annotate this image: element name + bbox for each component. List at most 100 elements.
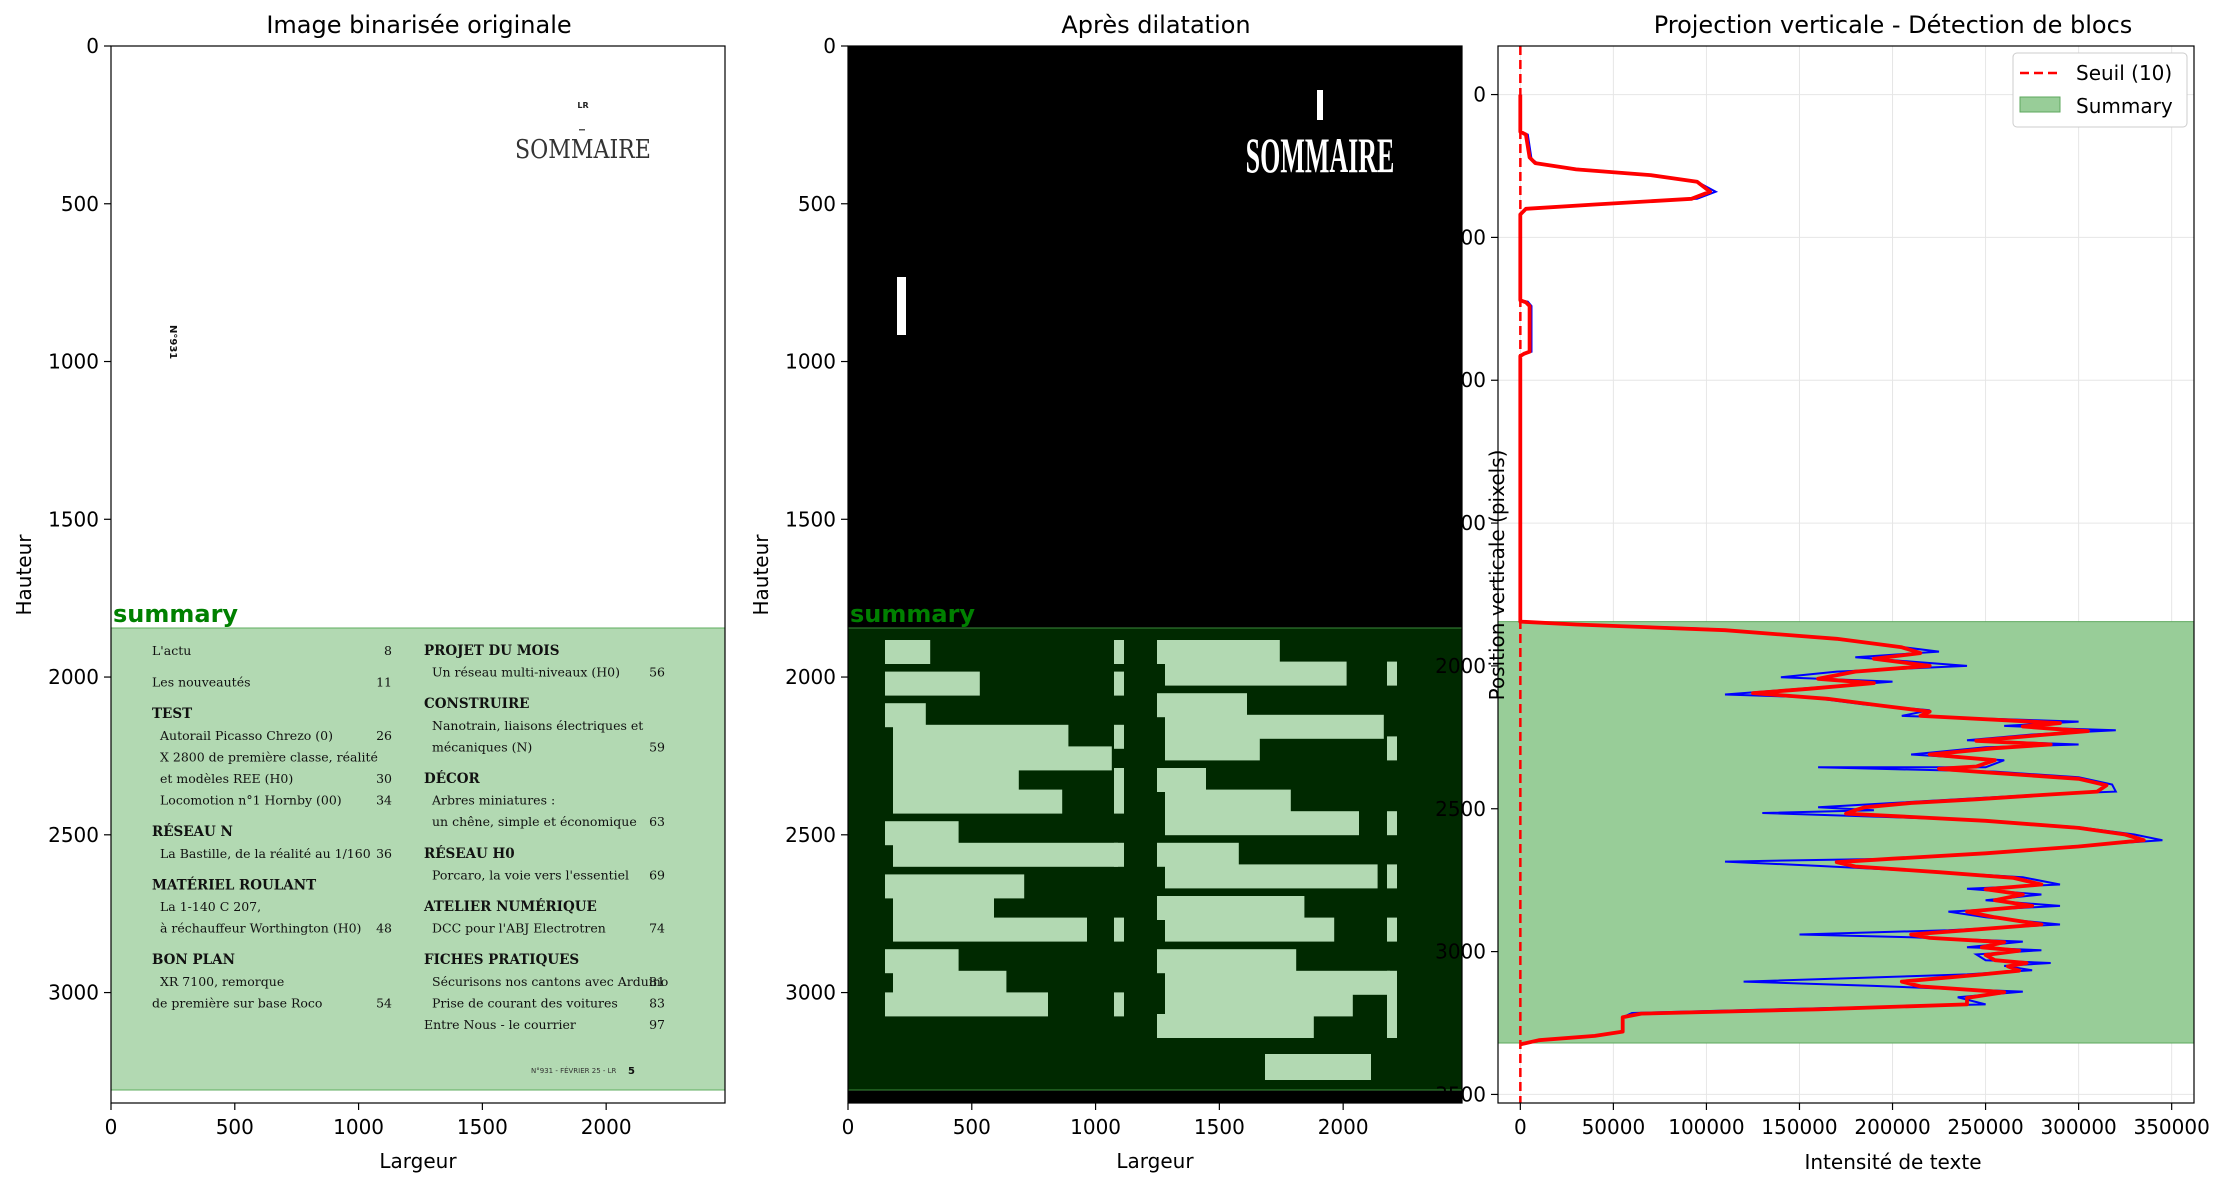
dilated-left-line-blob xyxy=(893,724,1069,749)
dilated-left-page-blob xyxy=(1114,992,1124,1017)
toc-left-page-number: 11 xyxy=(376,675,392,690)
toc-right-heading: DÉCOR xyxy=(424,771,481,787)
dilated-right-line-blob xyxy=(1157,1014,1314,1038)
panel-dilated-x-axis: 0 500 1000 1500 2000 xyxy=(842,1103,1369,1139)
panel-projection-y-axis: 0 500 1000 1500 2000 2500 3000 3500 xyxy=(1435,83,1498,1106)
toc-right-page-number: 74 xyxy=(649,921,665,936)
panel-dilated-title: Après dilatation xyxy=(1061,11,1250,39)
toc-right-column: PROJET DU MOIS Un réseau multi-niveaux (H… xyxy=(423,643,668,1032)
dilated-right-line-blob xyxy=(1165,917,1335,942)
panel-dilated-ylabel: Hauteur xyxy=(749,534,773,616)
panel-dilated-y-tick-label: 3000 xyxy=(785,981,836,1005)
panel-original-x-tick-label: 0 xyxy=(105,1115,118,1139)
toc-right-entry: DCC pour l'ABJ Electrotren xyxy=(432,921,606,936)
dilated-right-line-blob xyxy=(1157,949,1297,974)
panel-projection: Projection verticale - Détection de bloc… xyxy=(1435,11,2210,1174)
dilated-left-page-blob xyxy=(1114,724,1124,749)
dilated-left-page-blob xyxy=(1114,640,1124,664)
dilated-right-line-blob xyxy=(1165,789,1291,814)
panel-original-x-tick-label: 1000 xyxy=(333,1115,384,1139)
panel-dilated-y-tick-label: 0 xyxy=(823,34,836,58)
projection-y-tick-label: 2000 xyxy=(1435,654,1486,678)
toc-left-heading: MATÉRIEL ROULANT xyxy=(152,877,316,893)
projection-x-tick-label: 200000 xyxy=(1854,1115,1930,1139)
projection-x-tick-label: 0 xyxy=(1514,1115,1527,1139)
dilated-left-line-blob xyxy=(893,842,1118,867)
dilated-left-line-blob xyxy=(885,640,931,664)
dilated-right-page-blob xyxy=(1387,970,1397,995)
dilated-left-page-blob xyxy=(1114,789,1124,814)
panel-dilated-y-axis: 0 500 1000 1500 2000 2500 3000 xyxy=(785,34,848,1005)
toc-right-page-number: 69 xyxy=(649,867,665,882)
panel-original-y-tick-label: 2000 xyxy=(48,665,99,689)
dilated-right-line-blob xyxy=(1157,768,1206,792)
doc-masthead: LR xyxy=(577,101,588,110)
toc-left-page-number: 36 xyxy=(376,846,392,861)
projection-x-tick-label: 50000 xyxy=(1582,1115,1646,1139)
dilated-left-line-blob xyxy=(893,917,1087,942)
dilated-left-line-blob xyxy=(893,768,1019,792)
panel-dilated-y-tick-label: 500 xyxy=(798,192,836,216)
dilated-right-line-blob xyxy=(1157,842,1239,867)
panel-projection-ylabel: Position verticale (pixels) xyxy=(1485,450,1509,701)
toc-right-page-number: 56 xyxy=(649,665,665,680)
toc-left-column: L'actu 8 Les nouveautés 11 TEST Autorail Pica… xyxy=(152,643,392,1010)
panel-original-y-tick-label: 500 xyxy=(61,192,99,216)
toc-left-page-number: 8 xyxy=(384,643,392,658)
doc-title: SOMMAIRE xyxy=(515,134,651,164)
toc-right-entry: Porcaro, la voie vers l'essentiel xyxy=(432,867,629,882)
toc-left-heading: RÉSEAU N xyxy=(152,824,233,840)
projection-y-tick-label: 3500 xyxy=(1435,1082,1486,1106)
toc-right-entry: Nanotrain, liaisons électriques et xyxy=(432,718,643,733)
panel-dilated-y-tick-label: 1000 xyxy=(785,350,836,374)
dilated-right-page-blob xyxy=(1387,736,1397,761)
dilated-left-line-blob xyxy=(885,703,926,728)
panel-dilated-x-tick-label: 1500 xyxy=(1194,1115,1245,1139)
dilated-blob-issue xyxy=(897,277,906,335)
toc-left-entry: Autorail Picasso Chrezo (0) xyxy=(159,728,333,743)
projection-x-tick-label: 150000 xyxy=(1761,1115,1837,1139)
toc-right-page-number: 59 xyxy=(649,739,665,754)
panel-dilated: Après dilatation SOMMAIRE summary 0 500 10… xyxy=(749,11,1463,1173)
panel-original-y-tick-label: 0 xyxy=(86,34,99,58)
dilated-right-line-blob xyxy=(1157,896,1305,920)
toc-right-page-number: 97 xyxy=(649,1017,665,1032)
dilated-left-line-blob xyxy=(893,896,994,920)
dilated-right-page-blob xyxy=(1387,661,1397,686)
projection-y-tick-label: 500 xyxy=(1448,225,1486,249)
toc-left-heading: TEST xyxy=(152,706,192,722)
dilated-left-line-blob xyxy=(885,671,980,696)
toc-right-heading: ATELIER NUMÉRIQUE xyxy=(423,899,597,915)
toc-left-entry: Locomotion n°1 Hornby (00) xyxy=(160,793,342,808)
projection-y-tick-label: 3000 xyxy=(1435,940,1486,964)
panel-dilated-y-tick-label: 2000 xyxy=(785,665,836,689)
toc-right-entry: Sécurisons nos cantons avec Arduino xyxy=(432,974,668,989)
dilated-right-line-blob xyxy=(1165,811,1359,836)
toc-left-page-number: 30 xyxy=(376,771,392,786)
toc-right-page-number: 63 xyxy=(649,814,665,829)
projection-x-tick-label: 100000 xyxy=(1668,1115,1744,1139)
toc-right-entry: Prise de courant des voitures xyxy=(432,995,618,1010)
panel-dilated-y-tick-label: 1500 xyxy=(785,507,836,531)
dilated-left-line-blob xyxy=(885,874,1025,899)
panel-original-y-tick-label: 2500 xyxy=(48,823,99,847)
dilated-region-label: summary xyxy=(850,600,975,628)
legend-threshold-label: Seuil (10) xyxy=(2076,61,2172,85)
dilated-left-page-blob xyxy=(1114,768,1124,792)
panel-dilated-x-tick-label: 2000 xyxy=(1318,1115,1369,1139)
panel-original-x-tick-label: 500 xyxy=(216,1115,254,1139)
dilated-left-page-blob xyxy=(1114,917,1124,942)
dilated-left-page-blob xyxy=(1114,671,1124,696)
dilated-right-line-blob xyxy=(1165,661,1347,686)
panel-projection-frame xyxy=(1497,45,2195,1104)
toc-right-heading: RÉSEAU H0 xyxy=(424,846,515,862)
projection-x-tick-label: 250000 xyxy=(1947,1115,2023,1139)
toc-left-entry: Les nouveautés xyxy=(152,675,251,690)
dilated-right-line-blob xyxy=(1165,864,1378,889)
dilated-right-page-blob xyxy=(1387,864,1397,889)
toc-right-page-number: 83 xyxy=(649,995,665,1010)
panel-dilated-xlabel: Largeur xyxy=(1116,1149,1194,1173)
panel-original-x-tick-label: 1500 xyxy=(457,1115,508,1139)
toc-right-entry: Arbres miniatures : xyxy=(431,793,555,808)
